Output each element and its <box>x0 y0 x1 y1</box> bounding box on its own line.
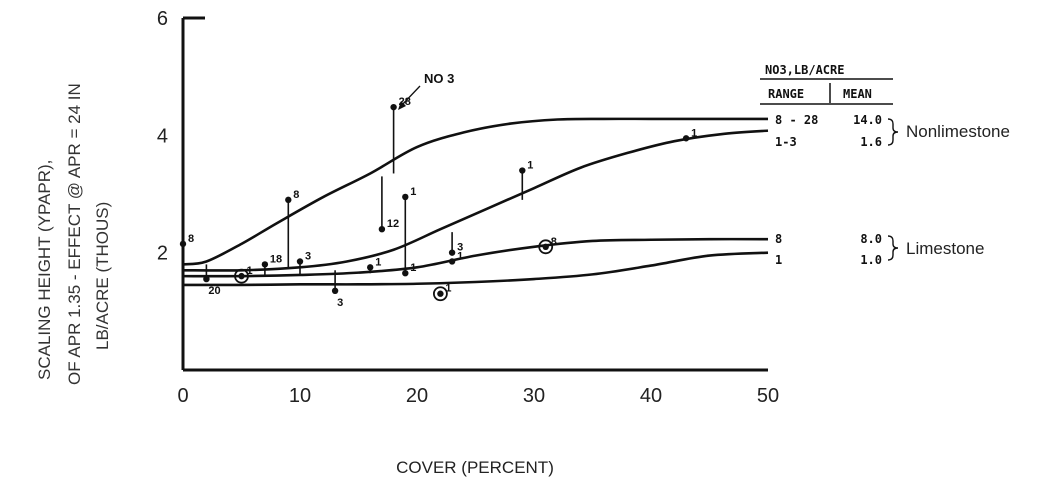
axes <box>181 16 768 372</box>
x-tick-label-0: 0 <box>177 385 188 407</box>
data-point-marker <box>367 264 374 271</box>
group-label-nonlimestone: Nonlimestone <box>906 122 1010 141</box>
no3-annotation: NO 3 <box>398 71 454 110</box>
data-point: 1 <box>367 256 381 274</box>
series-mean-label-4: 1.0 <box>860 253 882 267</box>
data-point-marker <box>203 275 210 283</box>
group-labels: Nonlimestone Limestone <box>906 122 1010 258</box>
data-point-marker <box>261 261 269 268</box>
data-point: 1 <box>432 283 452 302</box>
data-point-label: 1 <box>410 186 416 198</box>
data-point-marker <box>238 272 245 280</box>
data-point-marker <box>519 167 526 174</box>
data-point-marker <box>682 135 690 142</box>
data-point-label: 12 <box>387 218 399 230</box>
data-point: 3 <box>448 232 463 256</box>
data-point-label: 1 <box>375 256 381 268</box>
data-point-marker <box>437 290 444 297</box>
data-point: 1 <box>519 160 533 200</box>
data-point-ring <box>538 239 554 255</box>
y-axis-title-line-1: SCALING HEIGHT (YPAPR), <box>35 160 54 380</box>
data-point: 18 <box>261 253 282 277</box>
data-point-marker <box>331 287 339 294</box>
table-col-range: RANGE <box>768 87 804 101</box>
data-point-label: 3 <box>305 250 311 262</box>
series-curve-3 <box>182 237 769 278</box>
data-point-ring <box>234 268 249 284</box>
tick-labels: 0 10 20 30 40 50 2 4 6 <box>157 8 779 407</box>
series-range-label-3: 8 <box>775 232 782 246</box>
data-point-label: 1 <box>247 265 253 277</box>
data-point-label: 20 <box>208 285 220 297</box>
group-braces <box>887 118 899 261</box>
data-point-marker <box>448 249 456 256</box>
y-axis-title: SCALING HEIGHT (YPAPR), OF APR 1.35 - EF… <box>35 83 112 385</box>
y-tick-label-4: 4 <box>157 125 168 147</box>
series-curve-1 <box>182 117 768 266</box>
no3-arrowhead <box>398 101 406 110</box>
x-tick-label-20: 20 <box>406 385 428 407</box>
data-point-label: 1 <box>445 283 451 295</box>
x-tick-label-40: 40 <box>640 385 662 407</box>
data-point-marker <box>285 196 292 204</box>
data-point-label: 1 <box>691 127 697 139</box>
series-range-label-2: 1-3 <box>775 135 797 149</box>
data-point-label: 18 <box>270 253 282 265</box>
x-tick-label-10: 10 <box>289 385 311 407</box>
data-point: 3 <box>296 250 311 275</box>
data-point-label: 1 <box>457 250 463 262</box>
data-point: 1 <box>402 186 416 271</box>
data-point: 8 <box>285 189 299 268</box>
data-point-marker <box>402 270 409 277</box>
data-point-label: 8 <box>293 189 299 201</box>
group-label-limestone: Limestone <box>906 239 984 258</box>
data-point: 1 <box>682 127 697 142</box>
series-range-label-1: 8 - 28 <box>775 113 818 127</box>
series-mean-label-1: 14.0 <box>853 113 882 127</box>
data-point-label: 3 <box>457 242 463 254</box>
data-point-label: 8 <box>551 236 557 248</box>
data-point-marker <box>402 193 409 201</box>
series-mean-label-3: 8.0 <box>860 232 882 246</box>
series-labels: 8 - 28 14.0 1-3 1.6 8 8.0 1 1.0 <box>775 113 882 267</box>
series-mean-label-2: 1.6 <box>860 135 882 149</box>
x-tick-label-50: 50 <box>757 385 779 407</box>
data-points: 8201188331122811131181 <box>179 96 697 309</box>
y-tick-label-2: 2 <box>157 243 168 265</box>
data-point-marker <box>296 258 304 265</box>
y-axis-title-line-3: LB/ACRE (THOUS) <box>93 202 112 350</box>
data-point: 12 <box>378 176 399 233</box>
limestone-brace <box>887 235 899 261</box>
no3-annotation-text: NO 3 <box>424 71 454 86</box>
data-point: 1 <box>402 262 416 277</box>
y-axis-title-line-2: OF APR 1.35 - EFFECT @ APR = 24 IN <box>65 83 84 385</box>
data-point-marker <box>179 240 187 248</box>
data-point: 3 <box>331 270 343 309</box>
data-point: 8 <box>179 233 194 265</box>
table-col-mean: MEAN <box>843 87 872 101</box>
nonlimestone-brace <box>887 118 899 146</box>
data-point-label: 1 <box>527 160 533 172</box>
series-curve-2 <box>182 129 769 272</box>
data-point-label: 8 <box>188 233 194 245</box>
x-axis-title: COVER (PERCENT) <box>396 458 554 477</box>
data-point: 20 <box>203 264 221 297</box>
data-point-marker <box>448 258 456 265</box>
data-point: 1 <box>234 265 253 284</box>
no3-table: NO3,LB/ACRE RANGE MEAN <box>760 63 893 105</box>
data-point-marker <box>390 103 397 111</box>
data-point: 1 <box>448 250 463 265</box>
data-point-marker <box>378 226 386 233</box>
series-range-label-4: 1 <box>775 253 782 267</box>
data-point-ring <box>432 286 448 302</box>
data-point-label: 3 <box>337 297 343 309</box>
series-curve-4 <box>182 251 769 287</box>
y-tick-label-6: 6 <box>157 8 168 30</box>
x-tick-label-30: 30 <box>523 385 545 407</box>
data-point-marker <box>542 243 549 250</box>
table-title: NO3,LB/ACRE <box>765 63 844 77</box>
data-point-label: 1 <box>410 262 416 274</box>
data-point: 8 <box>538 236 557 255</box>
